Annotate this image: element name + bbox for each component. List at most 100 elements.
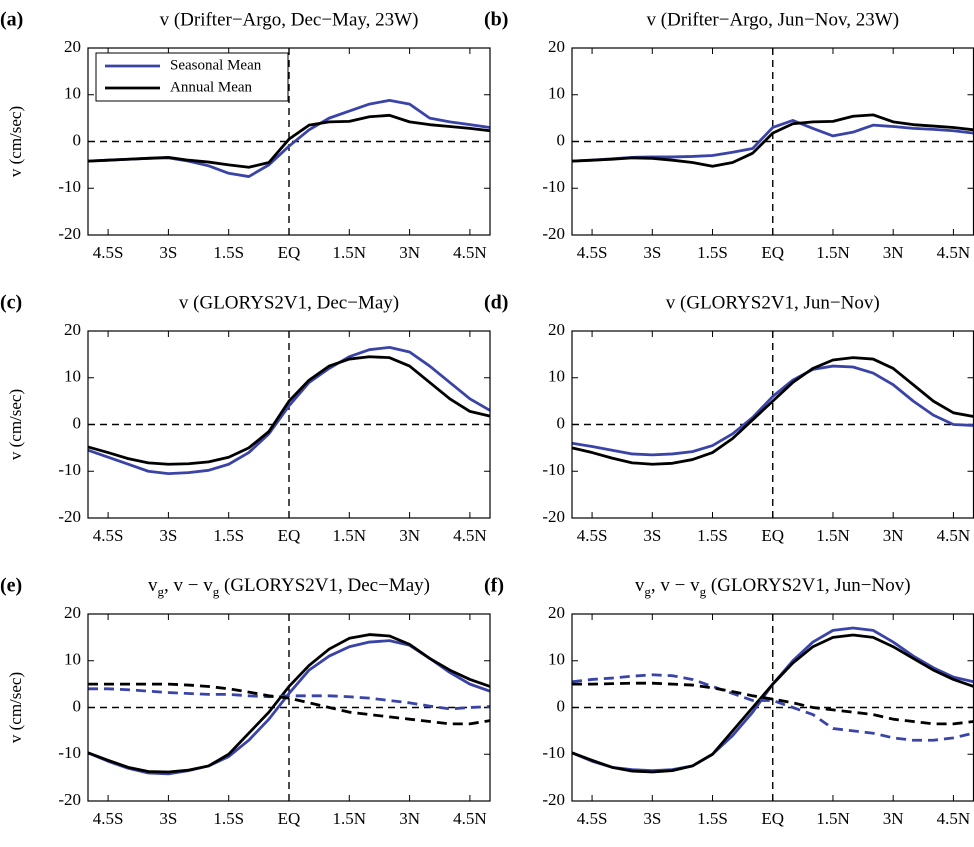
- title-subscript: g: [700, 584, 707, 599]
- y-tick-label: 20: [64, 603, 81, 622]
- series-line: [571, 119, 974, 163]
- x-tick-label: 4.5S: [93, 809, 124, 828]
- panel-letter: (f): [484, 575, 504, 597]
- x-tick-label: 4.5N: [453, 243, 487, 262]
- y-tick-label: 20: [548, 320, 565, 339]
- x-tick-label: 4.5S: [577, 809, 608, 828]
- x-tick-label: 3S: [159, 243, 177, 262]
- y-tick-label: -10: [542, 177, 565, 196]
- x-tick-label: 1.5S: [697, 809, 728, 828]
- x-tick-label: 1.5N: [816, 243, 850, 262]
- y-tick-label: 0: [557, 130, 566, 149]
- x-tick-label: 1.5N: [333, 243, 367, 262]
- y-tick-label: 10: [548, 367, 565, 386]
- x-tick-label: EQ: [761, 243, 784, 262]
- y-tick-label: -10: [542, 743, 565, 762]
- series-line: [87, 355, 491, 466]
- chart-title: v (Drifter−Argo, Jun−Nov, 23W): [646, 9, 899, 30]
- x-tick-label: 4.5N: [453, 809, 487, 828]
- y-tick-label: 0: [73, 130, 82, 149]
- legend-label: Seasonal Mean: [170, 57, 262, 73]
- chart-title: v (GLORYS2V1, Jun−Nov): [666, 292, 880, 313]
- x-tick-label: 1.5N: [816, 526, 850, 545]
- chart-title: v (GLORYS2V1, Dec−May): [179, 292, 399, 313]
- plot-frame: [87, 330, 491, 519]
- x-tick-label: EQ: [278, 809, 301, 828]
- x-tick-label: 3N: [399, 243, 420, 262]
- x-tick-label: 3S: [159, 526, 177, 545]
- y-axis-label: v (cm/sec): [6, 389, 25, 460]
- x-tick-label: 3S: [643, 809, 661, 828]
- title-subscript: g: [213, 584, 220, 599]
- legend-box: [95, 52, 289, 102]
- y-tick-label: 20: [548, 603, 565, 622]
- x-tick-label: 3N: [399, 526, 420, 545]
- panel-letter: (c): [0, 292, 22, 314]
- x-tick-label: 1.5N: [333, 526, 367, 545]
- y-tick-label: 20: [548, 37, 565, 56]
- y-tick-label: -10: [542, 460, 565, 479]
- x-tick-label: 1.5S: [213, 526, 244, 545]
- x-tick-label: EQ: [278, 526, 301, 545]
- y-tick-label: 10: [64, 650, 81, 669]
- series-line: [87, 113, 491, 169]
- y-tick-label: 10: [64, 84, 81, 103]
- x-tick-label: 3S: [643, 526, 661, 545]
- y-tick-label: -20: [58, 507, 81, 526]
- x-tick-label: 3N: [883, 243, 904, 262]
- x-tick-label: 4.5S: [577, 526, 608, 545]
- y-tick-label: -10: [58, 460, 81, 479]
- x-tick-label: 1.5S: [697, 243, 728, 262]
- x-tick-label: 4.5S: [93, 526, 124, 545]
- x-tick-label: 1.5S: [697, 526, 728, 545]
- panel-letter: (e): [0, 575, 22, 597]
- y-tick-label: -20: [542, 507, 565, 526]
- y-tick-label: -10: [58, 743, 81, 762]
- title-part: v: [635, 575, 645, 596]
- x-tick-label: 1.5S: [213, 809, 244, 828]
- y-tick-label: 20: [64, 320, 81, 339]
- y-tick-label: 0: [73, 413, 82, 432]
- y-axis-label: v (cm/sec): [6, 672, 25, 743]
- y-tick-label: 10: [548, 650, 565, 669]
- x-tick-label: 3N: [883, 526, 904, 545]
- y-tick-label: 0: [73, 696, 82, 715]
- x-tick-label: 3S: [159, 809, 177, 828]
- x-tick-label: 4.5S: [577, 243, 608, 262]
- title-part: , v − v: [651, 575, 700, 596]
- y-tick-label: -20: [58, 790, 81, 809]
- title-part: v: [148, 575, 158, 596]
- y-tick-label: 0: [557, 413, 566, 432]
- x-tick-label: 4.5N: [453, 526, 487, 545]
- series-line: [571, 633, 974, 774]
- x-tick-label: 1.5N: [816, 809, 850, 828]
- y-tick-label: -10: [58, 177, 81, 196]
- plot-frame: [87, 613, 491, 802]
- series-line: [571, 364, 974, 457]
- x-tick-label: 3N: [399, 809, 420, 828]
- title-part: , v − v: [164, 575, 213, 596]
- series-line: [571, 673, 974, 742]
- x-tick-label: 4.5N: [937, 526, 971, 545]
- panel-letter: (d): [484, 292, 508, 314]
- x-tick-label: EQ: [278, 243, 301, 262]
- series-line: [87, 345, 491, 475]
- y-tick-label: -20: [542, 224, 565, 243]
- panel-letter: (a): [0, 9, 23, 31]
- y-tick-label: -20: [542, 790, 565, 809]
- chart-title: vg, v − vg (GLORYS2V1, Jun−Nov): [635, 575, 911, 599]
- chart-title: vg, v − vg (GLORYS2V1, Dec−May): [148, 575, 430, 599]
- y-tick-label: 0: [557, 696, 566, 715]
- x-tick-label: 3N: [883, 809, 904, 828]
- title-subscript: g: [644, 584, 651, 599]
- panel-letter: (b): [484, 9, 508, 31]
- x-tick-label: 1.5S: [213, 243, 244, 262]
- series-line: [88, 687, 491, 711]
- legend-label: Annual Mean: [170, 79, 253, 95]
- series-line: [571, 356, 974, 466]
- x-tick-label: 4.5N: [937, 243, 971, 262]
- x-tick-label: 3S: [643, 243, 661, 262]
- x-tick-label: 4.5S: [93, 243, 124, 262]
- series-line: [87, 633, 491, 774]
